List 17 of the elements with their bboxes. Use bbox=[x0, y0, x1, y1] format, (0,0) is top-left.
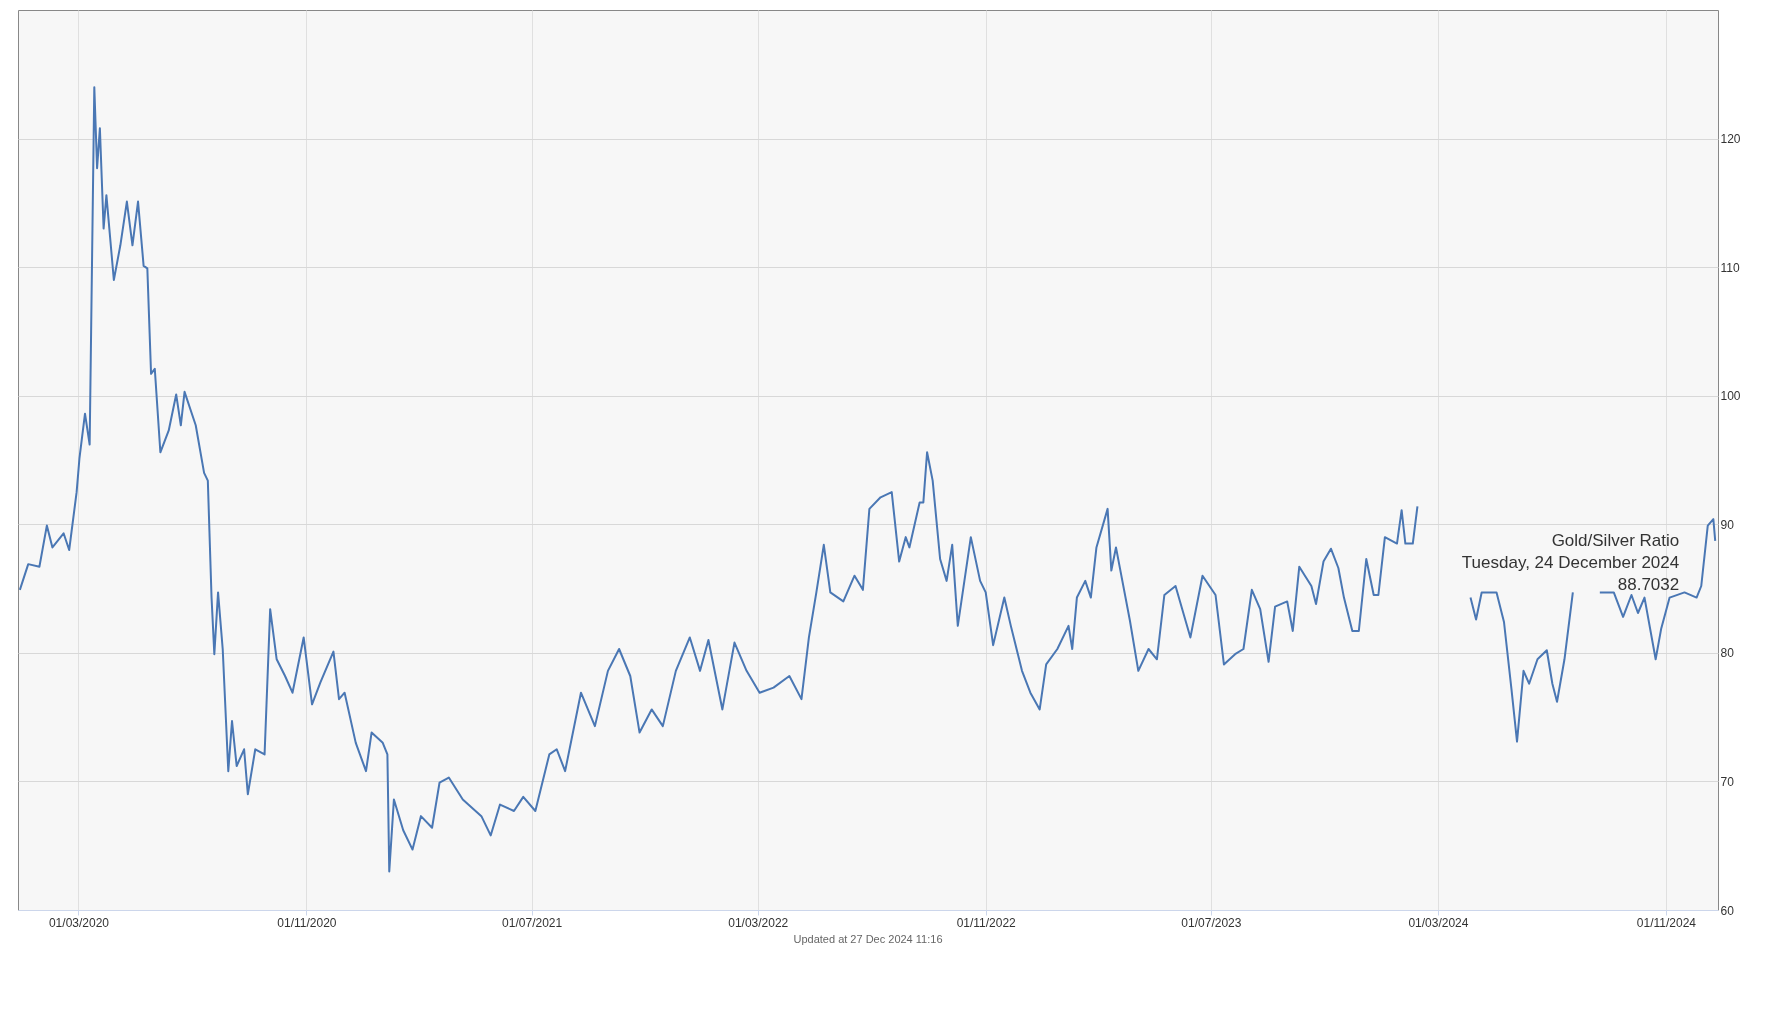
y-tick-label: 90 bbox=[1720, 517, 1735, 532]
x-tick-label: 01/07/2023 bbox=[1181, 915, 1242, 930]
y-tick-label: 70 bbox=[1720, 774, 1735, 789]
x-tick-label: 01/11/2024 bbox=[1636, 915, 1697, 930]
x-tick-label: 01/03/2020 bbox=[48, 915, 110, 930]
x-tick-label: 01/07/2021 bbox=[502, 915, 563, 930]
x-tick-label: 01/11/2020 bbox=[277, 915, 337, 930]
y-tick-label: 60 bbox=[1720, 903, 1735, 918]
y-tick-label: 100 bbox=[1720, 389, 1741, 404]
text: Updated at 27 Dec 2024 11:16 bbox=[793, 933, 943, 945]
x-tick-label: 01/03/2022 bbox=[728, 915, 789, 930]
annotation: Gold/Silver Ratio Tuesday, 24 December 2024 88.7032 bbox=[1461, 530, 1680, 594]
y-tick-label: 110 bbox=[1720, 260, 1740, 275]
x-tick-label: 01/03/2024 bbox=[1408, 915, 1469, 930]
x-tick-label: 01/11/2022 bbox=[956, 915, 1017, 930]
y-tick-label: 80 bbox=[1720, 646, 1735, 661]
y-tick-label: 120 bbox=[1720, 132, 1741, 147]
